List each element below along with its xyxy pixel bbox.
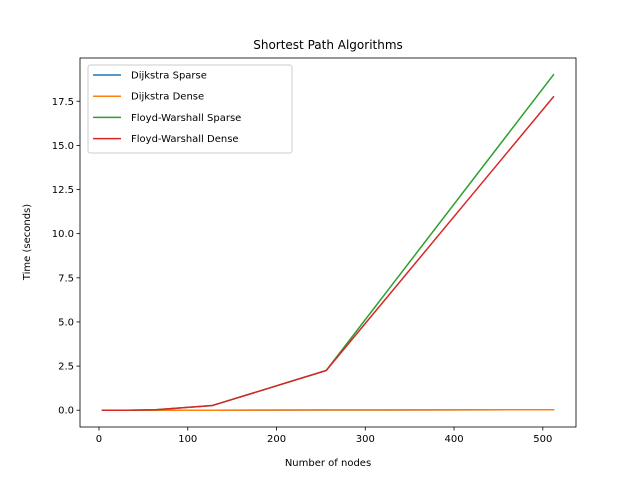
series-line-1	[101, 408, 555, 411]
y-axis-label: Time (seconds)	[22, 204, 33, 281]
legend: Dijkstra Sparse Dijkstra Dense Floyd-Warsh…	[87, 64, 293, 154]
series-line-3	[101, 95, 555, 411]
plot-area: 0 100 200 300 400 500 0.0 2.5 5.0 7.5 10.0 12.5 15.0…	[52, 57, 577, 445]
legend-label: Floyd-Warshall Dense	[131, 134, 239, 145]
legend-label: Dijkstra Sparse	[131, 71, 207, 82]
y-tick-label: 5.0	[58, 317, 74, 328]
legend-label: Dijkstra Dense	[131, 92, 204, 103]
y-tick-label: 15.0	[52, 141, 74, 152]
y-tick-label: 10.0	[52, 229, 74, 240]
legend-label: Floyd-Warshall Sparse	[131, 113, 241, 124]
x-tick-label: 0	[96, 434, 102, 445]
legend-box	[87, 64, 293, 154]
x-tick-label: 500	[533, 434, 552, 445]
y-tick-label: 0.0	[58, 406, 74, 417]
y-tick-label: 7.5	[58, 273, 74, 284]
x-tick-label: 400	[444, 434, 463, 445]
y-tick-label: 2.5	[58, 362, 74, 373]
x-tick-label: 300	[356, 434, 375, 445]
x-tick-label: 100	[178, 434, 197, 445]
y-tick-label: 17.5	[52, 97, 74, 108]
y-tick-label: 12.5	[52, 185, 74, 196]
axes-frame	[79, 57, 577, 428]
chart-title: Shortest Path Algorithms	[253, 38, 403, 52]
x-axis-label: Number of nodes	[285, 458, 371, 469]
x-tick-label: 200	[267, 434, 286, 445]
